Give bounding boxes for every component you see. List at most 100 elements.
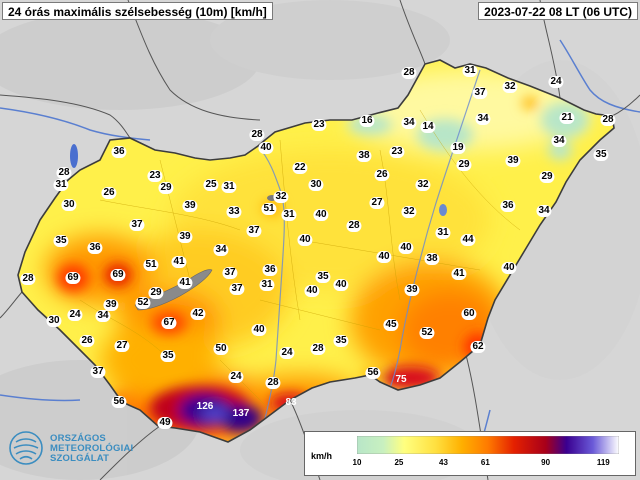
station-value: 37 [246,225,262,237]
station-value: 37 [129,219,145,231]
station-value: 28 [249,129,265,141]
station-value: 28 [346,220,362,232]
station-value: 62 [470,341,486,353]
station-value: 22 [292,162,308,174]
station-value: 30 [308,179,324,191]
station-value: 69 [65,272,81,284]
station-value: 28 [56,167,72,179]
station-value: 32 [401,206,417,218]
station-value: 34 [401,117,417,129]
logo-line-2: METEOROLÓGIAI [50,443,134,454]
lake-neusiedl [70,144,78,168]
station-value: 31 [259,279,275,291]
omsz-logo-text: ORSZÁGOS METEOROLÓGIAI SZOLGÁLAT [50,434,133,464]
legend-tick-label: 43 [439,458,448,467]
station-value: 52 [135,297,151,309]
station-value: 40 [398,242,414,254]
map-title: 24 órás maximális szélsebesség (10m) [km… [2,2,273,20]
station-value: 34 [536,205,552,217]
station-value: 31 [53,179,69,191]
station-value: 28 [310,343,326,355]
station-value: 37 [229,283,245,295]
station-value: 37 [472,87,488,99]
station-value: 30 [61,199,77,211]
station-value: 51 [261,203,277,215]
station-value: 14 [420,121,436,133]
station-value: 33 [226,206,242,218]
station-value: 28 [600,114,616,126]
station-value: 39 [404,284,420,296]
station-value: 35 [160,350,176,362]
station-value: 29 [456,159,472,171]
station-value: 36 [87,242,103,254]
station-value: 24 [228,371,244,383]
station-value: 29 [148,287,164,299]
station-value: 26 [79,335,95,347]
station-value: 69 [110,269,126,281]
station-value: 28 [20,273,36,285]
station-value: 40 [333,279,349,291]
legend-tick-label: 10 [352,458,362,467]
station-value: 23 [389,146,405,158]
station-value: 45 [383,319,399,331]
station-value: 24 [548,76,564,88]
station-value: 36 [111,146,127,158]
station-value: 35 [593,149,609,161]
station-value: 24 [67,309,83,321]
station-value: 41 [177,277,193,289]
station-value: 137 [232,408,250,419]
station-value: 34 [213,244,229,256]
station-value: 40 [297,234,313,246]
logo-line-1: ORSZÁGOS [50,433,106,444]
station-value: 27 [369,197,385,209]
station-value: 21 [559,112,575,124]
station-value: 51 [143,259,159,271]
logo-line-3: SZOLGÁLAT [50,453,110,464]
legend-tick-label: 25 [394,458,404,467]
station-value: 31 [281,209,297,221]
station-value: 23 [311,119,327,131]
lake-balaton [134,269,213,311]
station-value: 28 [401,67,417,79]
legend-unit: km/h [311,451,333,461]
station-value: 35 [315,271,331,283]
station-value: 44 [460,234,476,246]
station-value: 32 [273,191,289,203]
station-value: 38 [424,253,440,265]
station-value: 34 [475,113,491,125]
station-value: 16 [359,115,375,127]
station-value: 40 [501,262,517,274]
station-value: 41 [171,256,187,268]
station-value: 37 [222,267,238,279]
station-value: 39 [182,200,198,212]
legend-tick-label: 90 [541,458,551,467]
station-value: 25 [203,179,219,191]
station-value: 34 [95,310,111,322]
map-timestamp: 2023-07-22 08 LT (06 UTC) [478,2,638,20]
station-value: 23 [147,170,163,182]
station-value: 56 [365,367,381,379]
station-value: 60 [461,308,477,320]
station-value: 30 [46,315,62,327]
station-value: 40 [251,324,267,336]
station-value: 67 [161,317,177,329]
station-value: 36 [262,264,278,276]
legend-tick-label: 61 [480,458,490,467]
station-value: 35 [333,335,349,347]
station-value: 39 [505,155,521,167]
station-value: 27 [114,340,130,352]
station-value: 37 [90,366,106,378]
station-value: 41 [451,268,467,280]
station-value: 39 [177,231,193,243]
station-value: 40 [258,142,274,154]
station-value: 40 [313,209,329,221]
station-value: 49 [157,417,173,429]
station-value: 50 [213,343,229,355]
station-value: 52 [419,327,435,339]
station-value: 31 [435,227,451,239]
station-value: 56 [111,396,127,408]
station-value: 28 [265,377,281,389]
station-value: 34 [551,135,567,147]
